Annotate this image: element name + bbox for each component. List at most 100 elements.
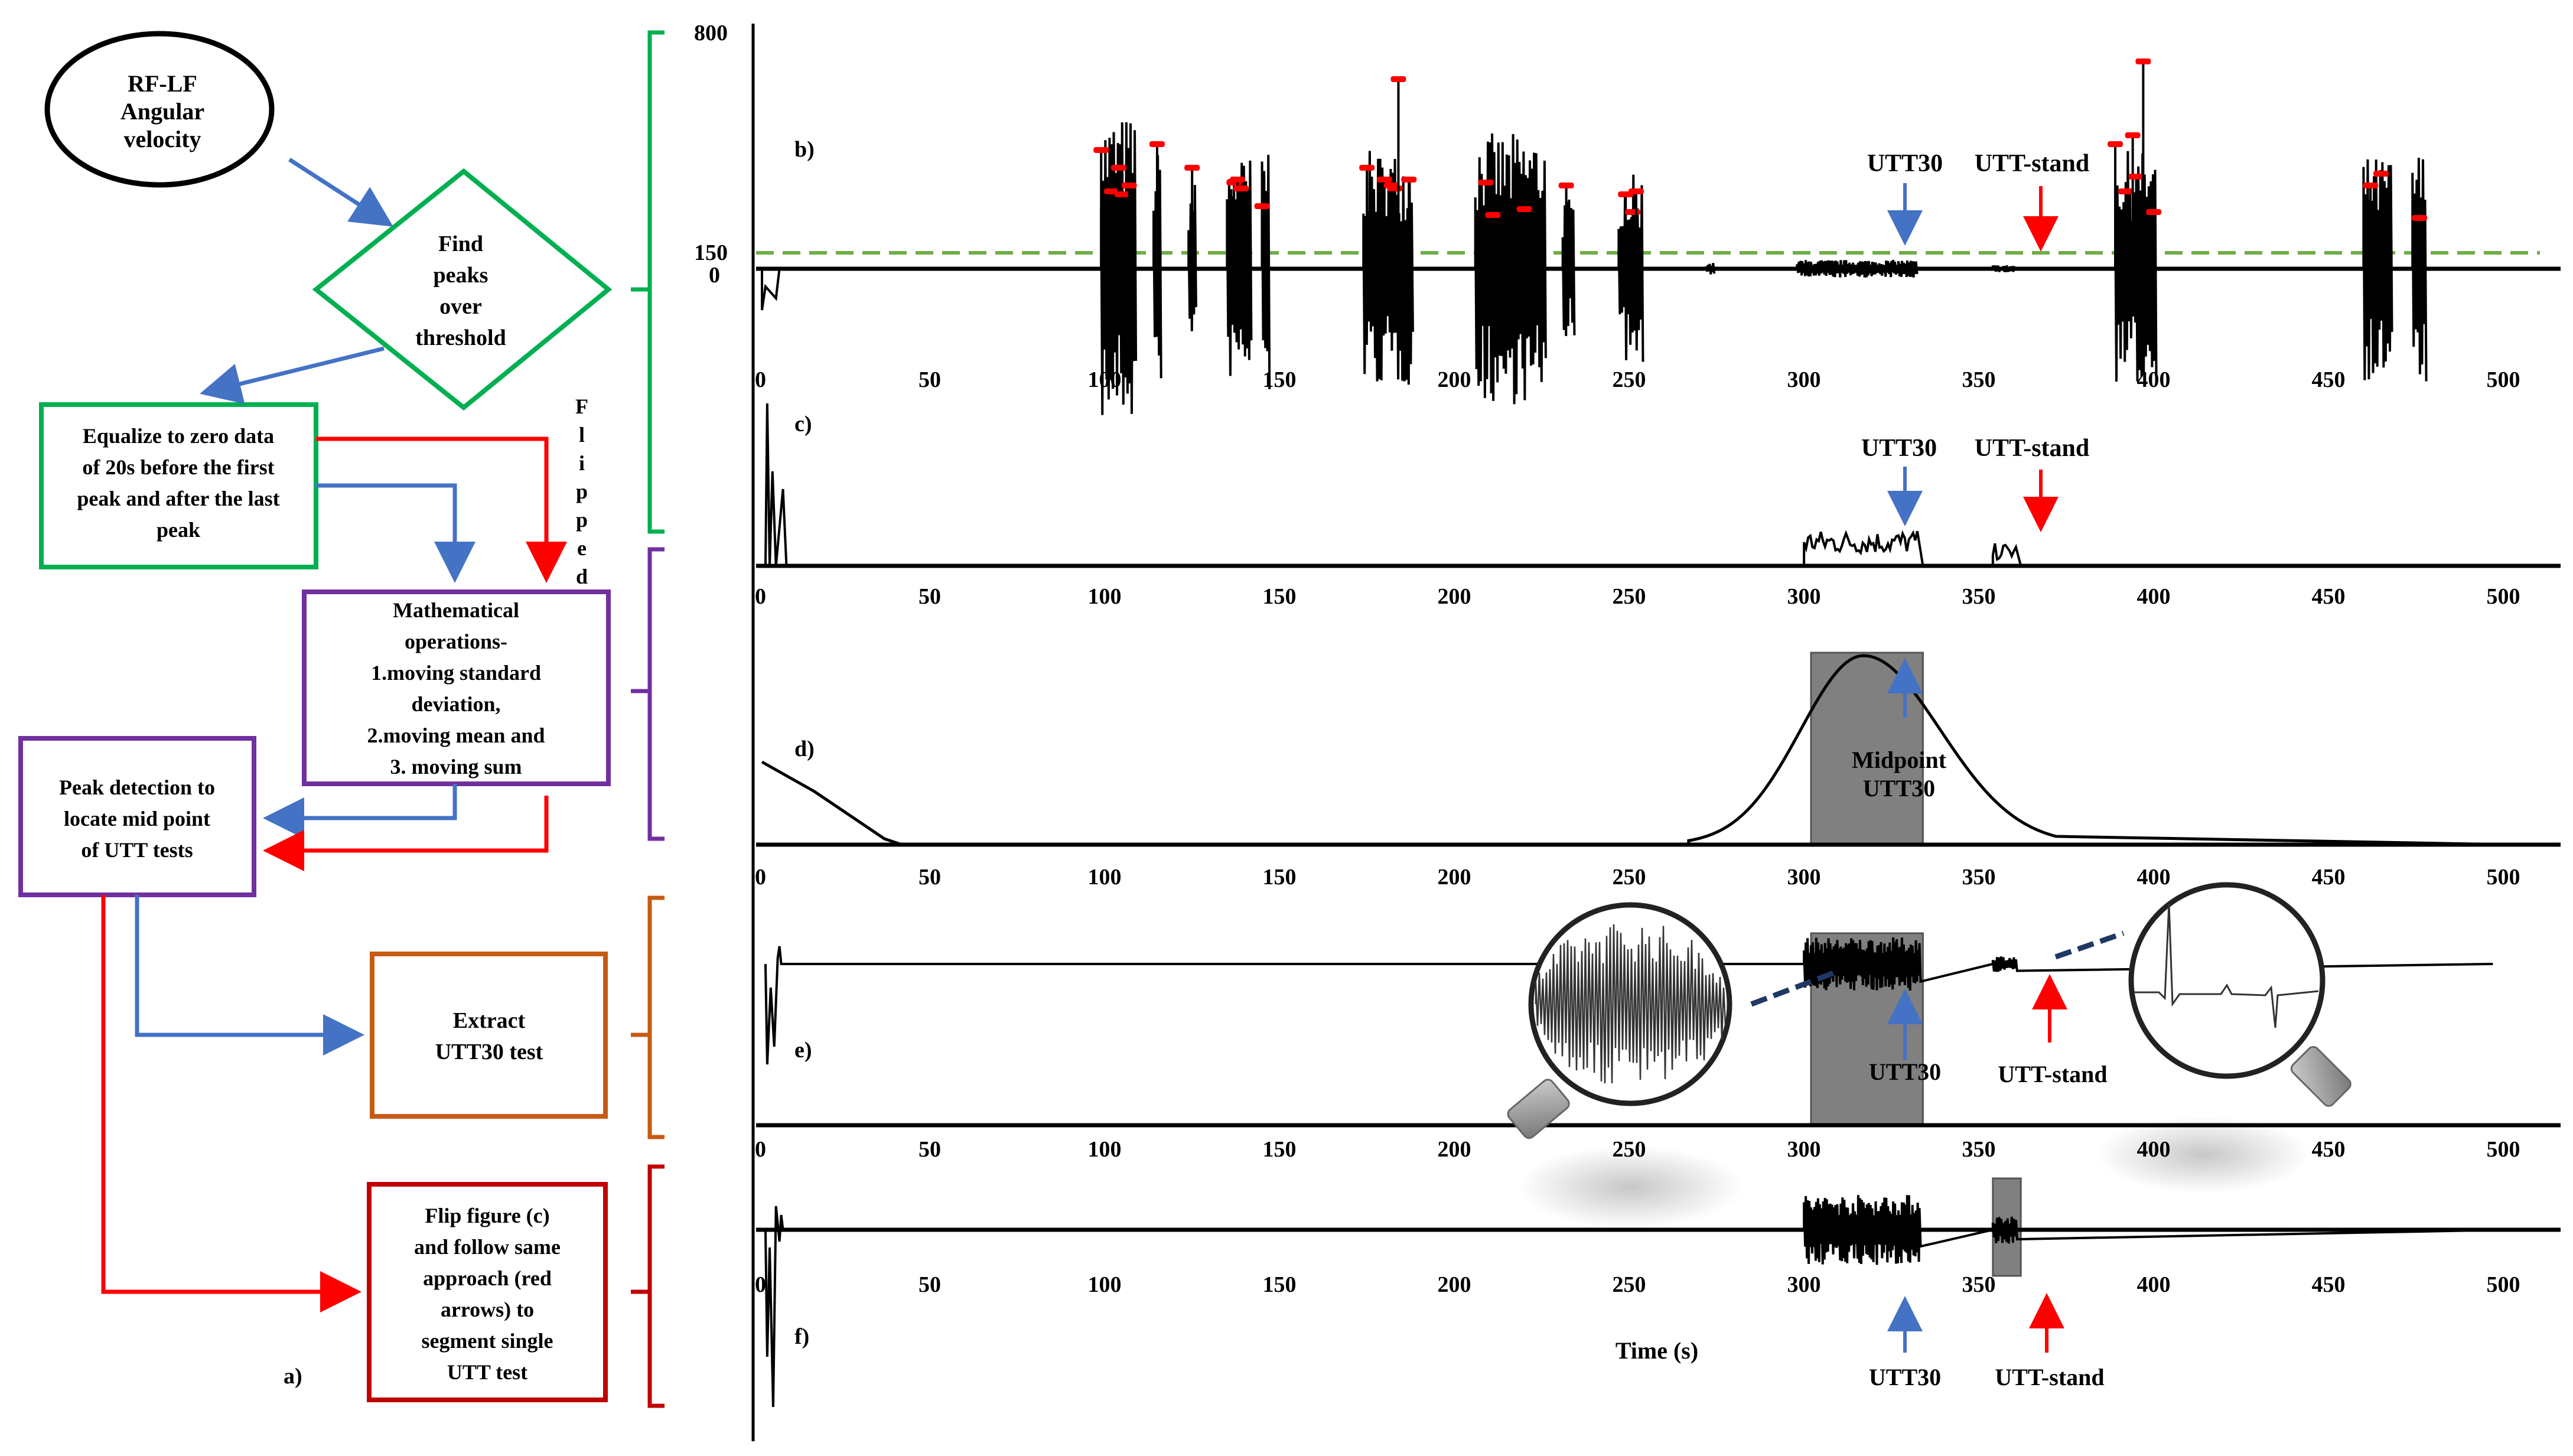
x-tick-label: 250 [1613, 1272, 1646, 1297]
x-tick-label: 100 [1088, 1137, 1122, 1162]
x-tick-label: 150 [1263, 1272, 1297, 1297]
x-tick-label: 150 [1263, 367, 1297, 392]
peak-marker [1359, 165, 1375, 171]
x-tick-label: 0 [755, 367, 766, 392]
panel-c-uttstand-label: UTT-stand [1975, 435, 2090, 462]
x-tick-label: 50 [919, 1137, 941, 1162]
flowchart: RF-LF Angular velocity Find peaks over t… [18, 30, 665, 1408]
magnifier-left-handle [1507, 1079, 1570, 1139]
bracket-green [631, 30, 665, 534]
x-tick-label: 0 [755, 584, 766, 609]
x-tick-label: 250 [1613, 865, 1646, 890]
x-axis-label: Time (s) [1616, 1337, 1698, 1364]
x-tick-label: 400 [2137, 367, 2171, 392]
flipped-letter: p [576, 480, 588, 503]
x-tick-label: 300 [1787, 367, 1821, 392]
math-line-1: Mathematical [393, 598, 519, 622]
x-tick-label: 50 [919, 1272, 941, 1297]
peak-marker [1110, 165, 1126, 171]
peak-detect-line-3: of UTT tests [81, 838, 193, 862]
x-tick-label: 400 [2137, 1272, 2171, 1297]
panel-a-label: a) [284, 1364, 302, 1389]
math-line-3: 1.moving standard [371, 661, 541, 685]
magnifier-left-signal [1535, 924, 1727, 1084]
peak-marker [2108, 141, 2123, 147]
math-line-2: operations- [405, 630, 507, 653]
flip-line-4: arrows) to [441, 1298, 534, 1321]
flip-box [367, 1182, 608, 1402]
panel-f-xticks: 0 50 100 150 200 250 300 350 400 450 500 [755, 1272, 2520, 1297]
x-tick-label: 350 [1962, 1137, 1996, 1162]
peak-marker [1625, 209, 1641, 215]
panel-d-midpoint-line-2: UTT30 [1863, 775, 1935, 802]
x-tick-label: 300 [1787, 584, 1821, 609]
x-tick-label: 350 [1962, 367, 1996, 392]
x-tick-label: 400 [2137, 865, 2171, 890]
arrow-decision-to-equalize [200, 346, 385, 404]
x-tick-label: 250 [1613, 1137, 1646, 1162]
x-tick-label: 500 [2487, 865, 2520, 890]
y-label-0: 0 [709, 263, 720, 288]
peak-marker [2146, 209, 2162, 215]
panel-e-uttstand-label: UTT-stand [1998, 1061, 2107, 1087]
x-tick-label: 300 [1787, 865, 1821, 890]
peak-marker [1558, 183, 1574, 188]
panel-d: 0 50 100 150 200 250 300 350 400 450 500 d) Midpoi… [755, 652, 2561, 890]
peak-marker [2412, 215, 2428, 221]
x-tick-label: 350 [1962, 1272, 1996, 1297]
magnifier-connector-right [2054, 930, 2125, 960]
arrow-peak-to-flip [101, 895, 361, 1312]
decision-diamond [312, 168, 613, 411]
arrow-math-to-peak-blue [263, 784, 457, 839]
peak-detect-line-1: Peak detection to [59, 776, 215, 799]
panel-c: 0 50 100 150 200 250 300 350 400 450 500 c) UTT30 … [755, 403, 2561, 609]
x-tick-label: 450 [2312, 865, 2346, 890]
x-tick-label: 200 [1438, 865, 1471, 890]
flipped-letter: i [579, 451, 585, 475]
panel-e-trace [764, 937, 2493, 1065]
math-line-5: 2.moving mean and [367, 724, 545, 747]
x-tick-label: 500 [2487, 1137, 2520, 1162]
x-tick-label: 200 [1438, 1272, 1471, 1297]
decision-line-3: over [439, 294, 482, 319]
magnifier-connector-left [1750, 969, 1838, 1007]
panel-b-uttstand-label: UTT-stand [1975, 150, 2090, 177]
panel-c-utt30-label: UTT30 [1861, 435, 1937, 462]
decision-line-4: threshold [415, 325, 506, 350]
panel-f: 0 50 100 150 200 250 300 350 400 450 500 f) Time (… [755, 1177, 2561, 1408]
arrow-math-to-peak-red [263, 796, 549, 871]
magnifier-right [2128, 882, 2351, 1107]
peak-marker [1121, 183, 1137, 188]
peak-marker [2363, 183, 2379, 188]
bracket-purple [631, 547, 665, 841]
peak-marker [2125, 132, 2141, 138]
peak-marker [1230, 177, 1246, 183]
magnifier-right-handle [2290, 1045, 2351, 1107]
peak-marker [1376, 177, 1392, 183]
x-tick-label: 0 [755, 865, 766, 890]
extract-line-1: Extract [453, 1008, 526, 1033]
arrow-start-to-decision [288, 158, 393, 227]
panel-c-xticks: 0 50 100 150 200 250 300 350 400 450 500 [755, 584, 2520, 609]
peak-marker [1233, 185, 1249, 191]
x-tick-label: 0 [755, 1272, 766, 1297]
x-tick-label: 150 [1263, 1137, 1297, 1162]
peak-marker [1390, 76, 1406, 82]
flipped-letter: l [579, 423, 585, 447]
x-tick-label: 350 [1962, 584, 1996, 609]
peak-marker [1629, 188, 1644, 194]
flip-line-3: approach (red [423, 1266, 552, 1290]
magnifier-right-signal [2134, 903, 2319, 1028]
flip-line-2: and follow same [414, 1235, 561, 1259]
peak-marker [2118, 188, 2134, 194]
flipped-label: F l i p p e d [575, 395, 588, 588]
x-tick-label: 100 [1088, 367, 1122, 392]
panel-f-uttstand-label: UTT-stand [1995, 1364, 2104, 1390]
peak-marker [1478, 180, 1494, 185]
arrow-equalize-to-math-red [316, 437, 567, 583]
flip-line-1: Flip figure (c) [425, 1204, 549, 1227]
extract-box [370, 952, 608, 1119]
peak-detect-box [18, 736, 256, 897]
x-tick-label: 300 [1787, 1137, 1821, 1162]
